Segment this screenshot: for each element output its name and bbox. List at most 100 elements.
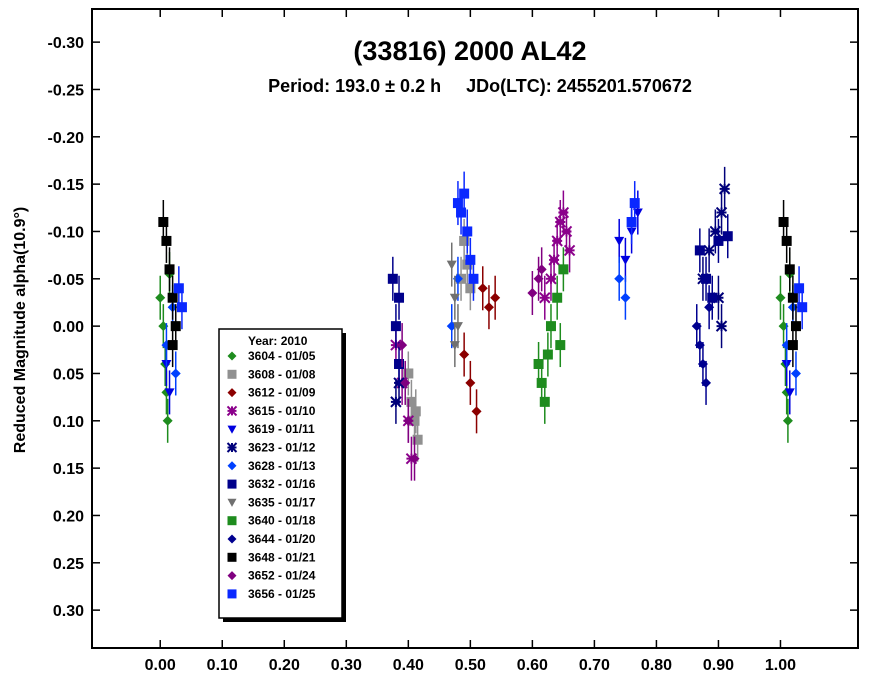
y-tick-label: 0.20 bbox=[53, 508, 84, 525]
series-3612 bbox=[459, 266, 501, 434]
legend-title: Year: 2010 bbox=[248, 334, 308, 348]
data-point bbox=[394, 359, 405, 369]
data-point bbox=[775, 292, 786, 303]
data-point bbox=[548, 254, 560, 266]
legend-marker bbox=[227, 589, 237, 599]
data-point bbox=[542, 349, 553, 360]
legend-marker bbox=[227, 516, 237, 526]
data-point bbox=[409, 453, 420, 464]
data-point bbox=[713, 235, 724, 246]
data-point bbox=[620, 255, 631, 265]
data-point bbox=[709, 225, 722, 238]
data-point bbox=[167, 340, 178, 351]
data-point bbox=[483, 302, 494, 313]
data-point bbox=[715, 206, 728, 219]
data-point bbox=[170, 321, 181, 332]
data-point bbox=[456, 207, 467, 218]
legend-marker bbox=[227, 388, 237, 398]
y-tick-label: 0.05 bbox=[53, 366, 84, 383]
data-point bbox=[462, 226, 473, 237]
data-point bbox=[170, 368, 181, 379]
data-point bbox=[790, 321, 801, 332]
data-point bbox=[536, 377, 547, 388]
y-tick-label: -0.30 bbox=[48, 35, 85, 52]
data-point bbox=[545, 321, 556, 332]
data-point bbox=[410, 406, 421, 417]
data-point bbox=[164, 388, 175, 398]
data-point bbox=[784, 264, 795, 275]
data-layer bbox=[155, 166, 808, 481]
data-point bbox=[459, 188, 470, 199]
data-point bbox=[465, 254, 476, 265]
x-tick-label: 0.50 bbox=[455, 657, 486, 674]
data-point bbox=[787, 340, 798, 351]
data-point bbox=[477, 283, 488, 294]
legend-entry: 3656 - 01/25 bbox=[248, 587, 316, 601]
x-tick-label: 0.30 bbox=[331, 657, 362, 674]
data-point bbox=[406, 396, 417, 407]
data-point bbox=[555, 340, 566, 351]
data-point bbox=[701, 273, 712, 284]
series-3648 bbox=[158, 200, 801, 368]
data-point bbox=[718, 183, 731, 195]
data-point bbox=[794, 283, 805, 294]
x-tick-labels: 0.00 0.10 0.20 0.30 0.40 0.50 0.60 0.70 0.80 0.90… bbox=[145, 657, 796, 674]
legend-marker bbox=[226, 405, 238, 417]
x-tick-label: 0.90 bbox=[703, 657, 734, 674]
y-tick-label: -0.05 bbox=[48, 272, 85, 289]
legend-marker bbox=[227, 351, 237, 361]
data-point bbox=[707, 292, 718, 303]
data-point bbox=[471, 406, 482, 417]
y-tick-label: -0.25 bbox=[48, 82, 85, 99]
data-point bbox=[468, 273, 479, 284]
legend-entry: 3628 - 01/13 bbox=[248, 459, 316, 473]
data-point bbox=[167, 292, 178, 303]
x-tick-label: 0.70 bbox=[579, 657, 610, 674]
legend-entry: 3648 - 01/21 bbox=[248, 550, 316, 564]
data-point bbox=[446, 260, 457, 270]
series-3632 bbox=[387, 214, 733, 386]
legend-entry: 3640 - 01/18 bbox=[248, 514, 316, 528]
series-3615 bbox=[390, 190, 576, 481]
data-point bbox=[701, 377, 712, 388]
series-3640 bbox=[533, 247, 569, 424]
data-point bbox=[787, 292, 798, 303]
legend-entry: 3615 - 01/10 bbox=[248, 404, 316, 418]
data-point bbox=[452, 198, 463, 209]
plot-frame bbox=[91, 8, 859, 649]
data-point bbox=[620, 292, 631, 303]
y-tick-labels: -0.30 -0.25 -0.20 -0.15 -0.10 -0.05 0.00 0.05 0.… bbox=[48, 35, 85, 620]
legend-items: 3604 - 01/05 3608 - 01/08 3612 - 01/09 3615… bbox=[226, 349, 316, 601]
data-point bbox=[545, 273, 557, 285]
data-point bbox=[173, 283, 184, 294]
data-point bbox=[539, 396, 550, 407]
legend-entry: 3644 - 01/20 bbox=[248, 532, 316, 546]
data-point bbox=[161, 235, 172, 246]
data-point bbox=[715, 320, 728, 332]
y-tick-label: 0.30 bbox=[53, 603, 84, 620]
series-3656 bbox=[173, 171, 808, 330]
data-point bbox=[614, 273, 625, 284]
data-point bbox=[781, 235, 792, 246]
data-point bbox=[614, 236, 625, 246]
data-point bbox=[626, 217, 637, 227]
data-point bbox=[552, 292, 563, 303]
data-point bbox=[527, 288, 538, 298]
data-point bbox=[390, 321, 401, 332]
data-point bbox=[409, 415, 420, 426]
legend-marker bbox=[227, 425, 237, 434]
data-point bbox=[412, 434, 423, 445]
data-point bbox=[551, 235, 563, 247]
data-point bbox=[176, 302, 187, 313]
legend-marker bbox=[227, 369, 237, 379]
data-point bbox=[449, 341, 460, 351]
data-point bbox=[629, 198, 640, 209]
data-point bbox=[155, 292, 166, 303]
data-point bbox=[162, 415, 173, 426]
y-tick-label: 0.10 bbox=[53, 414, 84, 431]
series-3635 bbox=[446, 242, 463, 368]
axis-ticks bbox=[92, 9, 858, 648]
data-point bbox=[797, 302, 808, 313]
legend-entry: 3623 - 01/12 bbox=[248, 441, 316, 455]
data-point bbox=[703, 244, 715, 257]
